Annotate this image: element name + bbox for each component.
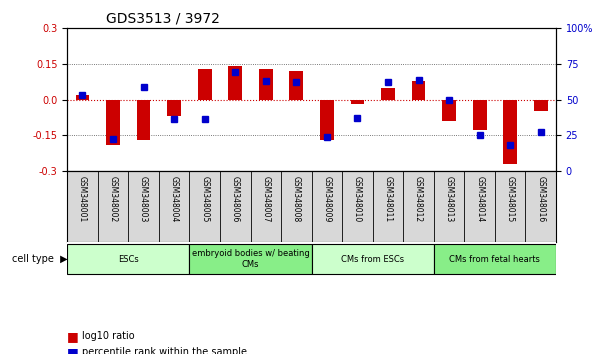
Bar [106,99,120,145]
Text: log10 ratio: log10 ratio [82,331,135,341]
Bar [229,66,242,99]
Text: GSM348009: GSM348009 [323,176,331,223]
Bar [381,88,395,99]
Bar [351,99,364,104]
Text: GSM348012: GSM348012 [414,176,423,223]
Bar [473,99,486,130]
Text: GSM348001: GSM348001 [78,176,87,223]
Bar [259,69,273,99]
Text: GSM348004: GSM348004 [170,176,178,223]
Text: GSM348006: GSM348006 [231,176,240,223]
Text: GSM348002: GSM348002 [109,176,117,223]
Text: GSM348007: GSM348007 [262,176,270,223]
FancyBboxPatch shape [312,244,434,274]
Bar [137,99,150,140]
Text: GSM348003: GSM348003 [139,176,148,223]
Text: ■: ■ [67,346,79,354]
Text: GSM348014: GSM348014 [475,176,484,223]
Text: GSM348016: GSM348016 [536,176,545,223]
Text: cell type  ▶: cell type ▶ [12,254,67,264]
FancyBboxPatch shape [189,244,312,274]
Bar [320,99,334,140]
Text: GSM348010: GSM348010 [353,176,362,223]
Text: GSM348013: GSM348013 [445,176,453,223]
Text: embryoid bodies w/ beating
CMs: embryoid bodies w/ beating CMs [192,249,309,269]
FancyBboxPatch shape [434,244,556,274]
Text: GSM348008: GSM348008 [292,176,301,223]
Bar [503,99,517,164]
Text: GDS3513 / 3972: GDS3513 / 3972 [106,12,220,26]
Text: ■: ■ [67,330,79,343]
Bar [412,81,425,99]
Text: CMs from fetal hearts: CMs from fetal hearts [450,255,540,263]
Bar [76,95,89,99]
Text: ESCs: ESCs [118,255,139,263]
Text: GSM348015: GSM348015 [506,176,514,223]
Text: CMs from ESCs: CMs from ESCs [341,255,404,263]
Bar [442,99,456,121]
Bar [167,99,181,116]
Bar [198,69,211,99]
Bar [534,99,547,112]
Text: percentile rank within the sample: percentile rank within the sample [82,347,247,354]
Bar [290,71,303,99]
FancyBboxPatch shape [67,244,189,274]
Text: GSM348011: GSM348011 [384,176,392,223]
Text: GSM348005: GSM348005 [200,176,209,223]
